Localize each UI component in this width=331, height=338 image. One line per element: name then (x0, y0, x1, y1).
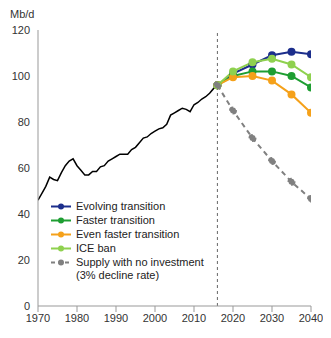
html-text:Evolving transition: Evolving transition (76, 200, 166, 212)
svg-text:2040: 2040 (299, 312, 323, 324)
svg-text:120: 120 (12, 24, 30, 36)
svg-text:100: 100 (12, 70, 30, 82)
svg-text:1970: 1970 (26, 312, 50, 324)
html-text:ICE ban: ICE ban (76, 242, 116, 254)
html-text:Mb/d: Mb/d (10, 8, 35, 20)
svg-text:1990: 1990 (104, 312, 128, 324)
svg-text:20: 20 (18, 254, 30, 266)
svg-text:2000: 2000 (143, 312, 167, 324)
svg-text:2020: 2020 (221, 312, 245, 324)
svg-text:0: 0 (24, 300, 30, 312)
svg-text:40: 40 (18, 208, 30, 220)
svg-text:1980: 1980 (65, 312, 89, 324)
svg-text:2030: 2030 (260, 312, 284, 324)
svg-text:60: 60 (18, 162, 30, 174)
svg-text:80: 80 (18, 116, 30, 128)
html-text:Even faster transition: Even faster transition (76, 228, 180, 240)
html-text:Supply with no investment (3%: Supply with no investment (3% decline ra… (76, 256, 204, 281)
html-text:Faster transition: Faster transition (76, 214, 155, 226)
svg-text:2010: 2010 (182, 312, 206, 324)
